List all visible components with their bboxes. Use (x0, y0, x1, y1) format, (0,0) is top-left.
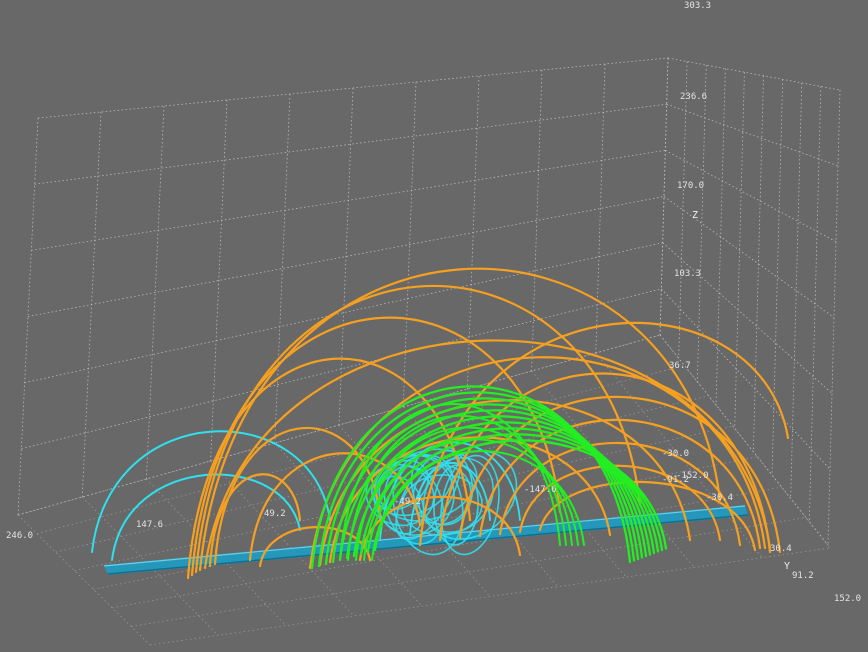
y-axis-label: Y (784, 561, 790, 572)
orange-field-line (213, 427, 382, 566)
orange-field-line (358, 495, 522, 562)
grid-line (666, 103, 839, 167)
y-tick-label: 30.4 (770, 544, 792, 554)
orange-field-line (203, 339, 772, 570)
x-tick-label: -147.6 (524, 485, 557, 495)
green-field-line (317, 391, 636, 568)
green-field-lines (310, 385, 668, 570)
orange-field-line (258, 526, 372, 568)
green-field-line (324, 397, 640, 566)
x-tick-label: 49.2 (264, 509, 286, 519)
grid-line (771, 79, 784, 476)
cyan-field-line (440, 454, 500, 556)
orange-field-line (248, 452, 422, 562)
z-axis-label: Z (692, 210, 698, 221)
cyan-field-line (91, 430, 331, 553)
z-tick-label: 303.3 (684, 1, 711, 11)
floor-line (467, 388, 627, 578)
green-field-line (371, 450, 585, 561)
orange-field-line (198, 267, 722, 572)
floor-line (210, 460, 355, 617)
grid-line (595, 63, 606, 354)
orange-field-line (498, 441, 742, 547)
grid-line (31, 149, 666, 251)
grid-line (663, 196, 835, 318)
side-tick-label: -91.2 (662, 475, 689, 485)
grid-line (531, 69, 543, 372)
orange-field-line (194, 284, 642, 574)
green-field-line (347, 414, 567, 561)
side-tick-label: -30.4 (706, 493, 733, 503)
grid-line (338, 87, 354, 426)
grid-line (274, 93, 291, 444)
cyan-field-line (111, 473, 301, 561)
green-field-line (345, 415, 652, 560)
orange-field-line (186, 357, 472, 580)
grid-line (752, 75, 764, 452)
grid-line (665, 149, 837, 243)
orange-field-line (518, 464, 722, 542)
green-field-line (310, 385, 632, 570)
floor-line (274, 442, 423, 607)
grid-line (37, 57, 669, 119)
orange-field-line (478, 418, 762, 550)
y-tick-label: 152.0 (834, 594, 861, 604)
orange-field-line (308, 356, 767, 570)
green-field-line (359, 427, 660, 556)
orange-field-line (208, 473, 302, 568)
grid-line (808, 86, 822, 522)
orange-field-line (438, 372, 772, 554)
grid-line (662, 242, 833, 394)
x-tick-label: 147.6 (136, 520, 163, 530)
green-field-line (363, 438, 579, 561)
z-tick-label: 103.3 (674, 269, 701, 279)
side-tick-label: -152.0 (676, 471, 709, 481)
orange-field-line (190, 316, 562, 577)
green-field-line (339, 403, 561, 561)
floor-line (149, 547, 831, 646)
floor-line (659, 334, 831, 549)
grid-line (715, 68, 726, 406)
back-wall-grid (17, 57, 841, 546)
floor-line (17, 514, 151, 646)
floor-line (55, 395, 709, 553)
x-tick-label: -49.2 (394, 497, 421, 507)
grid-line (678, 61, 688, 359)
grid-line (659, 334, 829, 546)
floor-line (338, 424, 491, 597)
z-tick-label: 170.0 (677, 181, 704, 191)
x-tick-label: 246.0 (6, 531, 33, 541)
grid-line (790, 82, 803, 499)
grid-line (734, 72, 745, 429)
floor-line (131, 517, 806, 627)
y-tick-label: 91.2 (792, 571, 814, 581)
green-field-line (355, 426, 573, 561)
grid-line (24, 242, 663, 384)
floor-line (595, 352, 763, 558)
floor-line (81, 496, 219, 636)
grid-line (667, 57, 841, 91)
z-tick-label: 36.7 (669, 361, 691, 371)
side-tick-label: -30.0 (662, 449, 689, 459)
z-tick-label: 236.6 (680, 92, 707, 102)
green-field-line (338, 409, 648, 562)
grid-line (661, 288, 831, 470)
grid-line (210, 99, 228, 462)
floor-line (112, 486, 782, 609)
floor-grid (17, 334, 831, 646)
orange-field-line (458, 395, 782, 554)
